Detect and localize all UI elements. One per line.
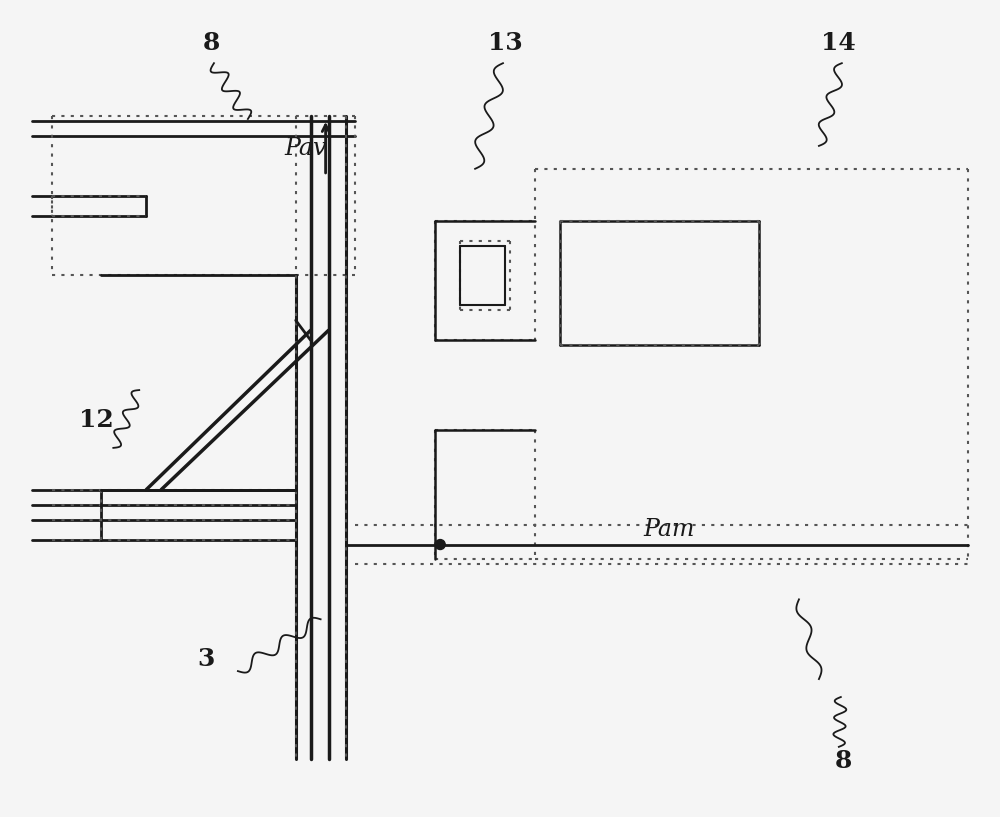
Text: Pam: Pam — [644, 518, 695, 541]
Text: 3: 3 — [197, 647, 215, 671]
Text: 8: 8 — [835, 749, 853, 773]
Circle shape — [435, 539, 445, 550]
Text: Pav: Pav — [284, 137, 327, 160]
Text: 13: 13 — [488, 31, 522, 56]
Text: 12: 12 — [79, 408, 114, 432]
Text: 8: 8 — [202, 31, 220, 56]
Text: 14: 14 — [821, 31, 856, 56]
